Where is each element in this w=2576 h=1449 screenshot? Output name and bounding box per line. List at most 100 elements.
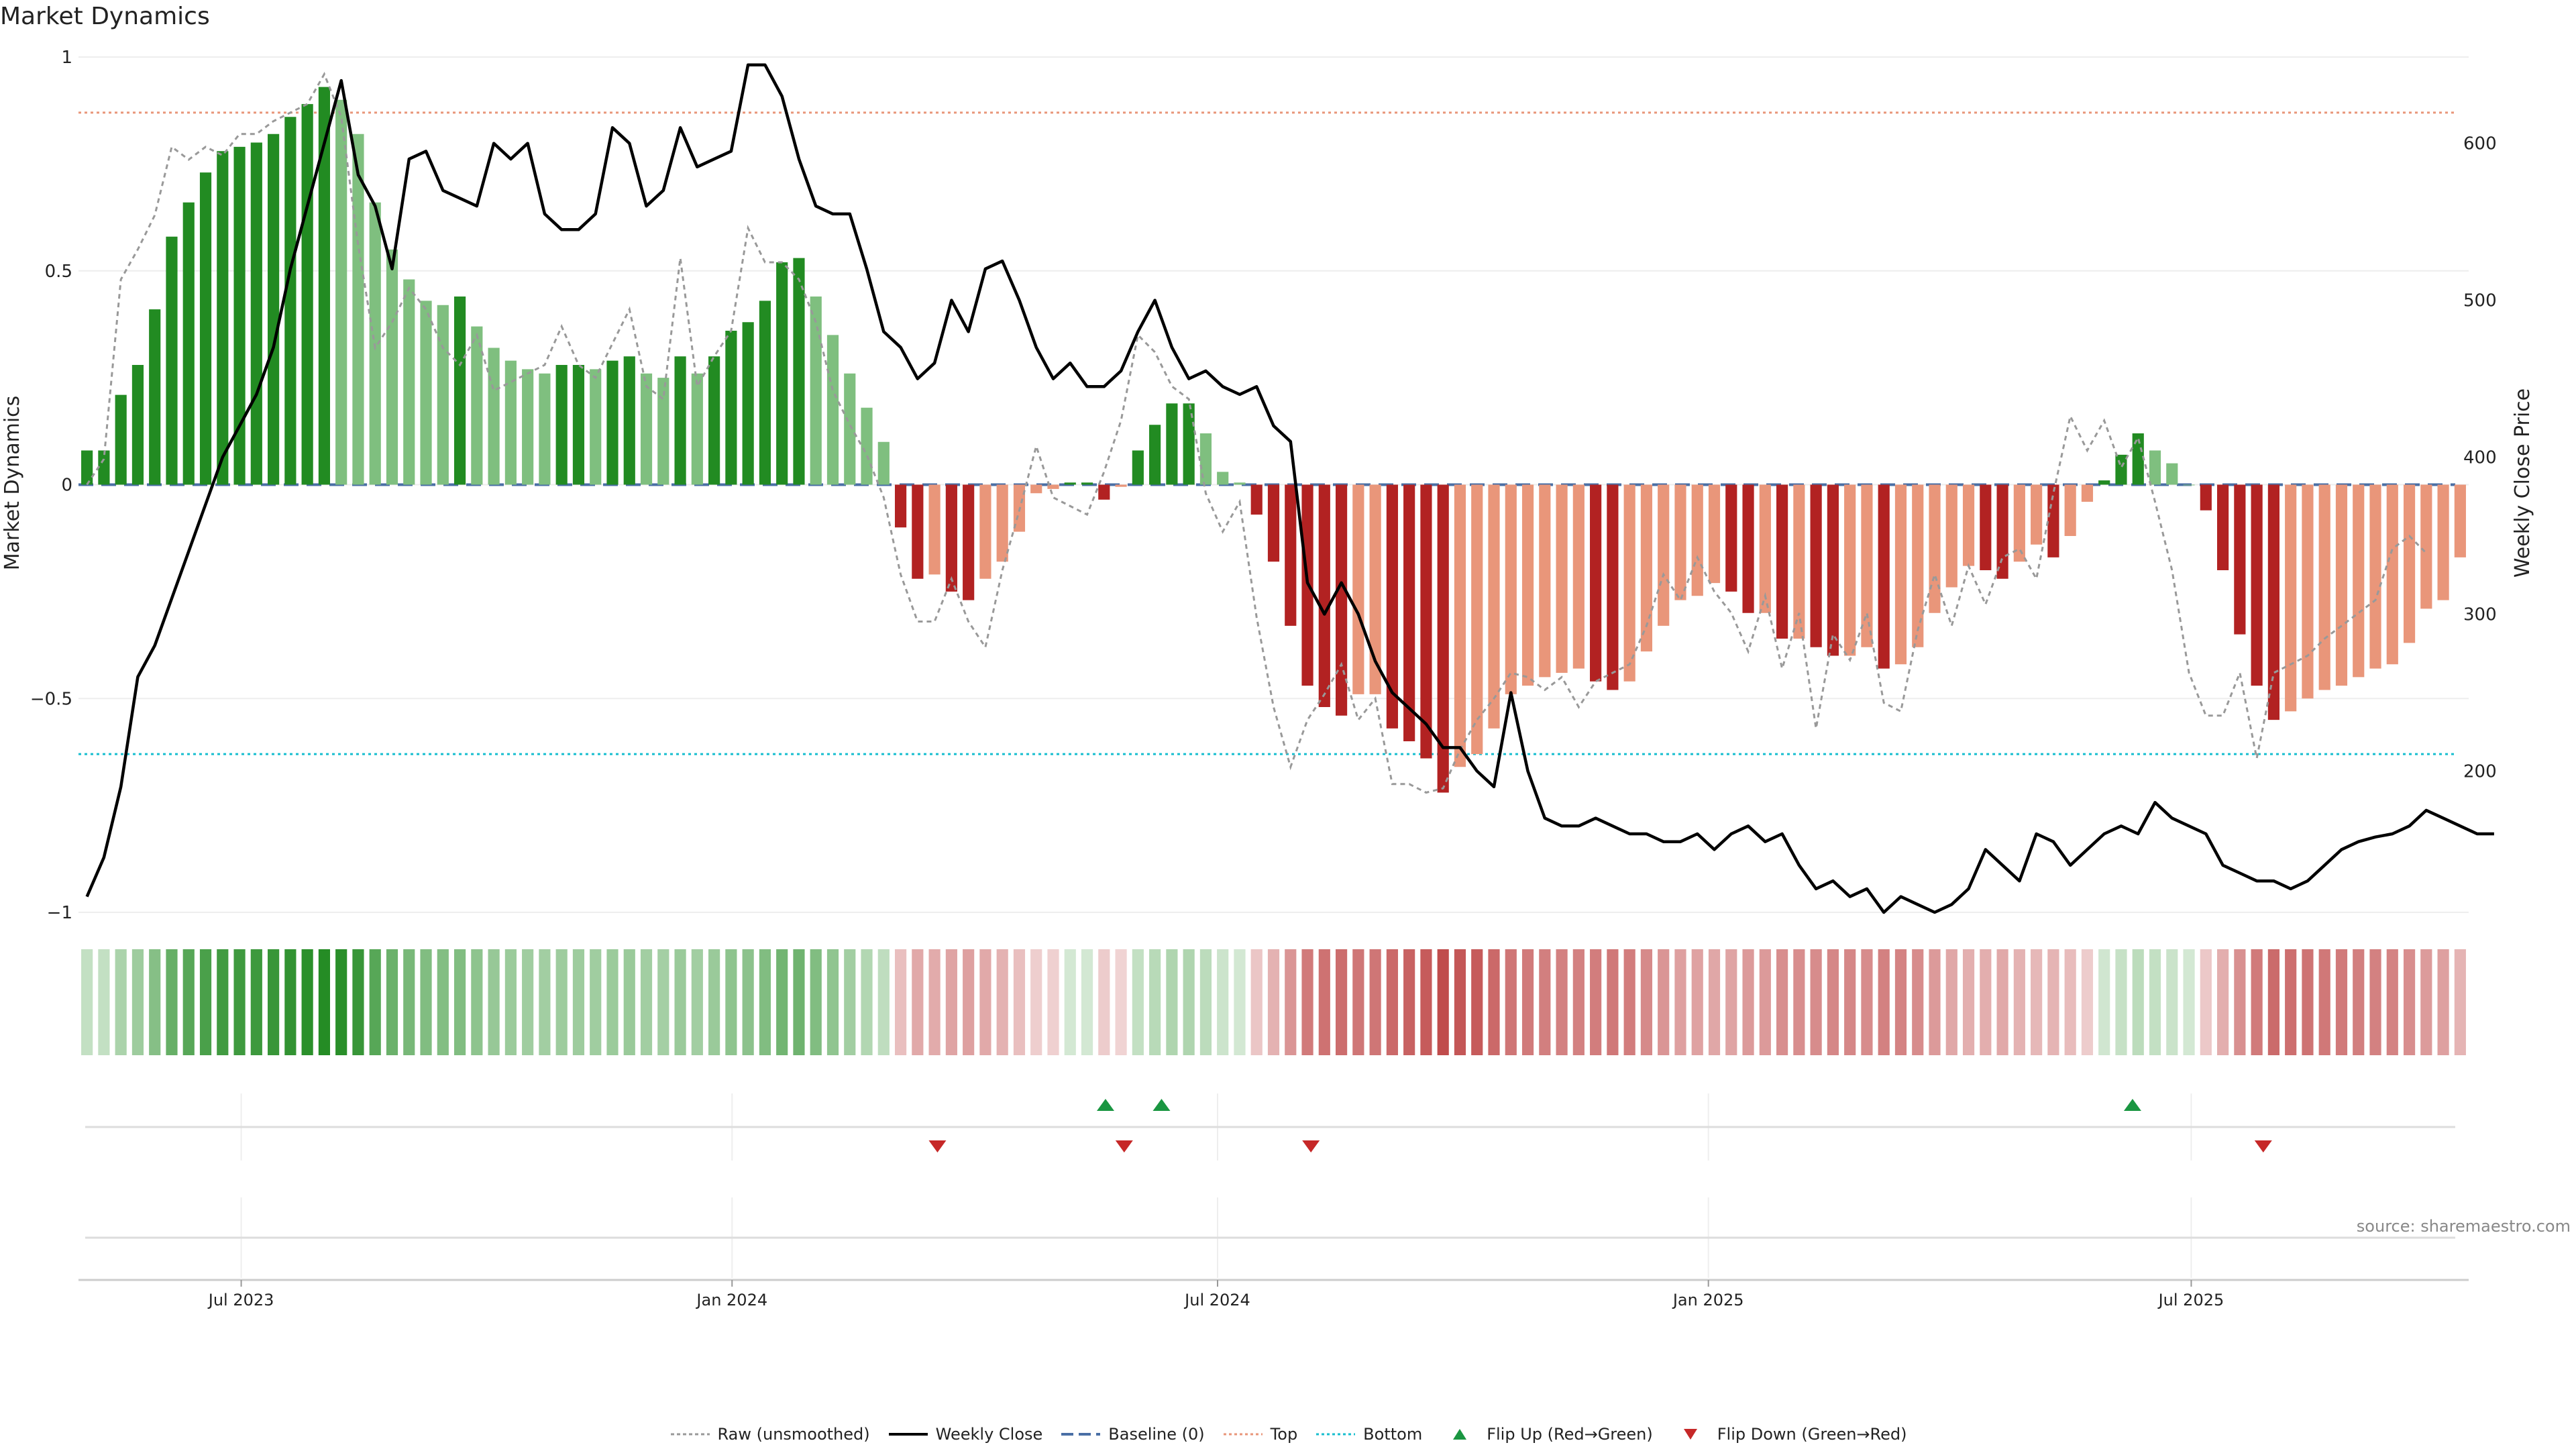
legend-item: Top bbox=[1222, 1425, 1297, 1444]
heat-cell bbox=[504, 949, 517, 1055]
heat-cell bbox=[1335, 949, 1348, 1055]
heat-cell bbox=[725, 949, 737, 1055]
dynamics-bar bbox=[1708, 484, 1721, 584]
dynamics-bar bbox=[555, 365, 568, 485]
dynamics-bar bbox=[725, 331, 737, 485]
heat-cell bbox=[810, 949, 822, 1055]
heat-cell bbox=[1674, 949, 1686, 1055]
flip-up-marker bbox=[1096, 1099, 1114, 1111]
source-note: source: sharemaestro.com bbox=[2356, 1217, 2571, 1236]
heat-cell bbox=[996, 949, 1008, 1055]
dynamics-bar bbox=[2183, 484, 2195, 486]
heat-cell bbox=[2234, 949, 2246, 1055]
y-tick-right: 300 bbox=[2463, 605, 2497, 625]
dynamics-bar bbox=[437, 305, 449, 485]
heat-cell bbox=[2166, 949, 2178, 1055]
dynamics-bar bbox=[386, 249, 398, 485]
legend-label: Bottom bbox=[1363, 1425, 1423, 1444]
heat-cell bbox=[1250, 949, 1263, 1055]
heat-cell bbox=[369, 949, 381, 1055]
heat-cell bbox=[149, 949, 161, 1055]
heat-cell bbox=[1505, 949, 1517, 1055]
heat-cell bbox=[1623, 949, 1635, 1055]
heat-cell bbox=[2013, 949, 2025, 1055]
y-axis-label-left: Market Dynamics bbox=[1, 396, 24, 571]
dynamics-bar bbox=[1505, 484, 1517, 694]
dynamics-bar bbox=[1572, 484, 1585, 669]
heat-cell bbox=[691, 949, 703, 1055]
flip-markers bbox=[85, 1099, 2455, 1239]
y-tick-left: −1 bbox=[47, 903, 72, 923]
dynamics-bar bbox=[1607, 484, 1619, 690]
heat-cell bbox=[2454, 949, 2466, 1055]
heat-cell bbox=[1878, 949, 1890, 1055]
heat-cell bbox=[572, 949, 585, 1055]
heat-cell bbox=[894, 949, 907, 1055]
raw-line bbox=[86, 72, 2427, 794]
heat-cell bbox=[2081, 949, 2094, 1055]
dynamics-bar bbox=[2200, 484, 2212, 511]
heat-cell bbox=[453, 949, 466, 1055]
dynamics-bar bbox=[335, 99, 347, 485]
dynamics-bar bbox=[1234, 482, 1246, 485]
dynamics-bar bbox=[1539, 484, 1551, 678]
chart-title: Market Dynamics bbox=[0, 3, 210, 30]
heat-cell bbox=[131, 949, 144, 1055]
heat-cell bbox=[2369, 949, 2381, 1055]
flip-down-marker bbox=[2254, 1140, 2272, 1152]
heat-cell bbox=[1030, 949, 1042, 1055]
dynamics-bar bbox=[1488, 484, 1500, 729]
dynamics-bar bbox=[1844, 484, 1856, 656]
legend-dashed-blue-line-icon bbox=[1061, 1433, 1101, 1436]
heat-cell bbox=[166, 949, 178, 1055]
heat-cell bbox=[335, 949, 347, 1055]
heat-cell bbox=[1488, 949, 1500, 1055]
dynamics-bar bbox=[1047, 484, 1059, 489]
heat-strip bbox=[81, 949, 2466, 1055]
legend-label: Flip Down (Green→Red) bbox=[1717, 1425, 1907, 1444]
y-tick-right: 200 bbox=[2463, 761, 2497, 782]
legend-item: Weekly Close bbox=[888, 1425, 1042, 1444]
dynamics-bar bbox=[1471, 484, 1483, 755]
dynamics-bar bbox=[1945, 484, 1957, 588]
heat-cell bbox=[1945, 949, 1957, 1055]
dynamics-bar bbox=[2098, 480, 2110, 485]
dynamics-bar bbox=[1149, 425, 1161, 485]
dynamics-bar bbox=[166, 236, 178, 485]
heat-cell bbox=[1471, 949, 1483, 1055]
heat-cell bbox=[1912, 949, 1924, 1055]
heat-cell bbox=[1539, 949, 1551, 1055]
dynamics-bar bbox=[1640, 484, 1653, 652]
heat-cell bbox=[1590, 949, 1602, 1055]
heat-cell bbox=[2251, 949, 2263, 1055]
heat-cell bbox=[1793, 949, 1805, 1055]
dynamics-bar bbox=[1556, 484, 1568, 673]
heat-cell bbox=[2403, 949, 2416, 1055]
legend-item: Flip Up (Red→Green) bbox=[1440, 1425, 1653, 1444]
dynamics-bar bbox=[115, 394, 127, 485]
legend-dotted-gray-line-icon bbox=[670, 1433, 710, 1436]
y-tick-left: −0.5 bbox=[30, 689, 72, 709]
dynamics-bar bbox=[1081, 482, 1093, 485]
heat-cell bbox=[945, 949, 957, 1055]
legend-label: Baseline (0) bbox=[1108, 1425, 1205, 1444]
heat-cell bbox=[1980, 949, 1992, 1055]
dynamics-bar bbox=[945, 484, 957, 592]
axes: 1 0.5 0 −0.5 −1 600 500 400 300 200 Jul 2023 Jan 20… bbox=[1, 48, 2534, 1309]
heat-cell bbox=[1521, 949, 1534, 1055]
heat-cell bbox=[471, 949, 483, 1055]
heat-cell bbox=[844, 949, 856, 1055]
legend-item: Baseline (0) bbox=[1060, 1425, 1205, 1444]
dynamics-bar bbox=[488, 347, 500, 485]
heat-cell bbox=[1691, 949, 1703, 1055]
dynamics-bar bbox=[2031, 484, 2043, 545]
dynamics-bar bbox=[1064, 482, 1076, 485]
dynamics-bar bbox=[2386, 484, 2398, 665]
heat-cell bbox=[2183, 949, 2195, 1055]
heat-cell bbox=[1149, 949, 1161, 1055]
dynamics-bar bbox=[1980, 484, 1992, 570]
heat-cell bbox=[2031, 949, 2043, 1055]
dynamics-bar bbox=[2217, 484, 2229, 570]
legend-item: Bottom bbox=[1315, 1425, 1422, 1444]
flip-up-marker bbox=[1152, 1099, 1171, 1111]
